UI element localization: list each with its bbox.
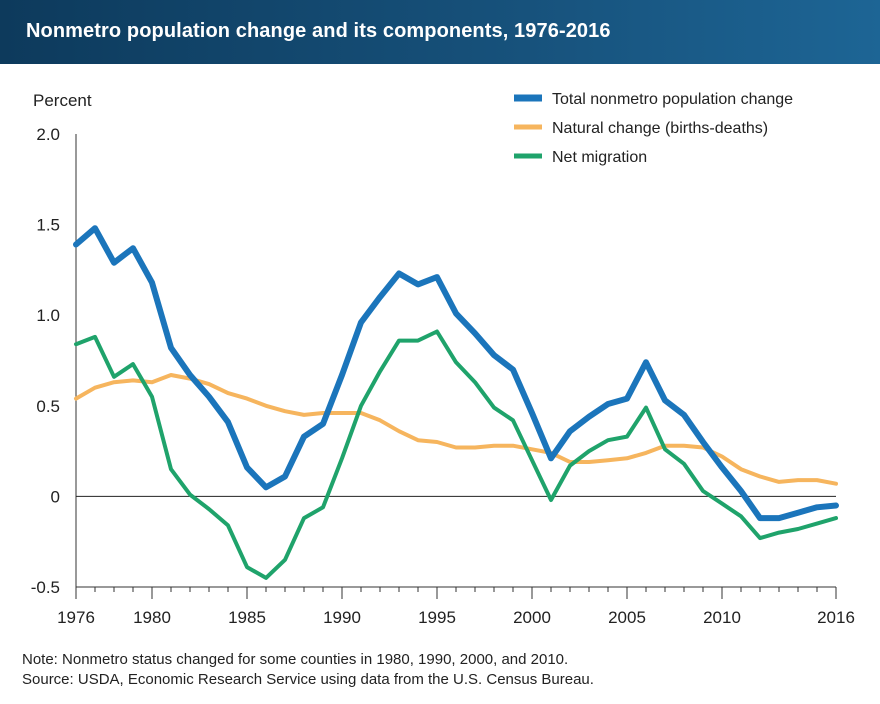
- x-tick-label: 1995: [418, 608, 456, 627]
- legend-label: Net migration: [552, 149, 647, 166]
- title-bar: Nonmetro population change and its compo…: [0, 0, 880, 64]
- footnote-note: Note: Nonmetro status changed for some c…: [22, 651, 569, 668]
- x-tick-label: 2000: [513, 608, 551, 627]
- x-tick-label: 2016: [817, 608, 855, 627]
- legend-label: Natural change (births-deaths): [552, 120, 768, 137]
- series-line-total-nonmetro-population-change: [73, 225, 839, 522]
- legend-label: Total nonmetro population change: [552, 91, 793, 108]
- footnotes: Note: Nonmetro status changed for some c…: [22, 650, 594, 690]
- y-tick-label: 1.5: [36, 216, 60, 235]
- y-axis-title: Percent: [33, 91, 92, 110]
- y-tick-label: 0: [51, 487, 60, 506]
- x-tick-label: 1990: [323, 608, 361, 627]
- x-tick-label: 2010: [703, 608, 741, 627]
- footnote-source: Source: USDA, Economic Research Service …: [22, 671, 594, 688]
- x-tick-label: 1985: [228, 608, 266, 627]
- x-axis: 1976 1980 1985 1990 1995 2000 2005 2010 2016: [57, 586, 855, 627]
- chart-title: Nonmetro population change and its compo…: [26, 20, 611, 42]
- series-line-net-migration: [74, 329, 838, 580]
- x-tick-label: 1980: [133, 608, 171, 627]
- series-group: [73, 225, 839, 580]
- y-axis: -0.5 0 0.5 1.0 1.5 2.0: [31, 125, 77, 597]
- y-tick-label: 0.5: [36, 397, 60, 416]
- legend: Total nonmetro population change Natural …: [514, 91, 793, 166]
- y-tick-label: -0.5: [31, 578, 60, 597]
- y-tick-label: 1.0: [36, 306, 60, 325]
- x-tick-label: 1976: [57, 608, 95, 627]
- x-tick-label: 2005: [608, 608, 646, 627]
- y-tick-label: 2.0: [36, 125, 60, 144]
